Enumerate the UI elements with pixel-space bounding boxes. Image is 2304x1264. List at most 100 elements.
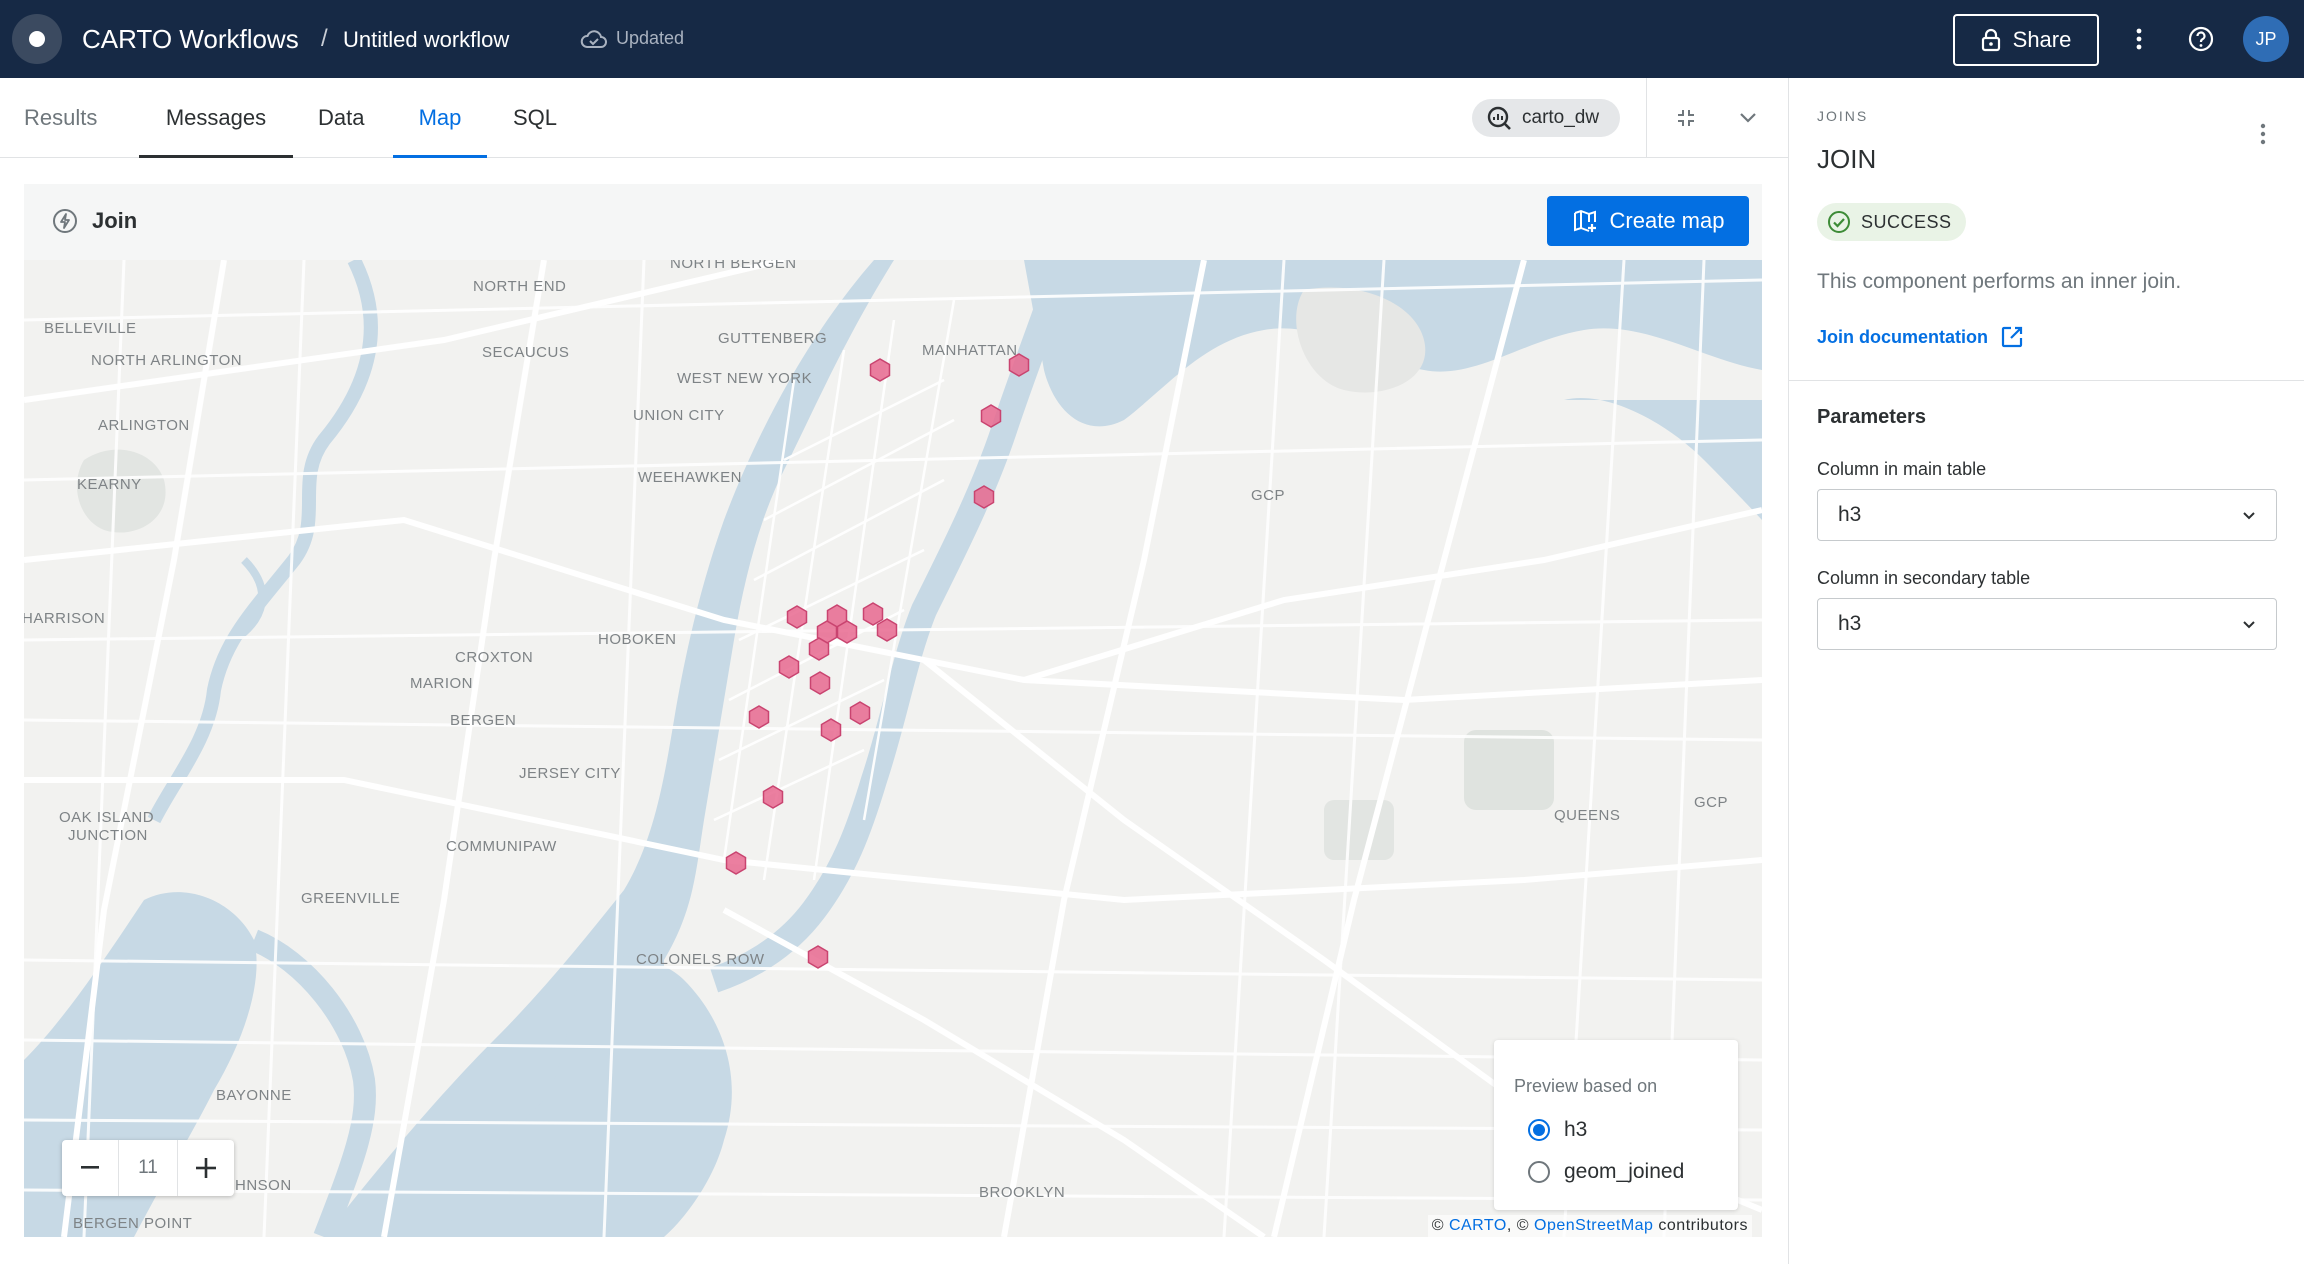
place-label: ARLINGTON: [98, 417, 190, 434]
legend-option-label: geom_joined: [1564, 1160, 1685, 1183]
h3-cell[interactable]: [1008, 353, 1030, 377]
radio-unselected-icon[interactable]: [1528, 1161, 1550, 1183]
place-label: HOBOKEN: [598, 631, 677, 648]
collapse-icon[interactable]: [1670, 102, 1702, 134]
component-description: This component performs an inner join.: [1817, 270, 2182, 293]
secondary-column-select[interactable]: h3: [1817, 598, 2277, 650]
lock-icon: [1981, 28, 2000, 52]
h3-layer: [725, 353, 1030, 969]
h3-cell[interactable]: [808, 637, 830, 661]
osm-link[interactable]: OpenStreetMap: [1534, 1217, 1654, 1234]
map-header: Join Create map: [24, 184, 1762, 260]
h3-cell[interactable]: [973, 485, 995, 509]
zoom-in-button[interactable]: [178, 1140, 234, 1196]
connection-icon: [1487, 106, 1511, 130]
place-label: NORTH ARLINGTON: [91, 352, 243, 369]
h3-cell[interactable]: [786, 605, 808, 629]
h3-cell[interactable]: [980, 404, 1002, 428]
h3-cell[interactable]: [876, 618, 898, 642]
h3-cell[interactable]: [816, 620, 838, 644]
tab-map[interactable]: Map: [393, 78, 487, 158]
place-label: BROOKLYN: [979, 1184, 1066, 1201]
h3-cell[interactable]: [869, 358, 891, 382]
component-panel: JOINS JOIN SUCCESS This component perfor…: [1788, 78, 2304, 1264]
map-title-label: Join: [92, 208, 138, 233]
legend-title: Preview based on: [1514, 1076, 1658, 1096]
zoom-level: 11: [118, 1140, 178, 1196]
legend-option-h3[interactable]: h3: [1528, 1118, 1587, 1142]
h3-cell[interactable]: [725, 851, 747, 875]
connection-name: carto_dw: [1522, 107, 1600, 128]
parameters-heading: Parameters: [1817, 406, 1926, 428]
place-label: WEEHAWKEN: [638, 469, 742, 486]
user-avatar[interactable]: JP: [2243, 16, 2289, 62]
workflow-name[interactable]: Untitled workflow: [343, 27, 510, 52]
check-circle-icon: [1828, 211, 1850, 233]
more-options-icon[interactable]: [2122, 22, 2156, 56]
more-options-icon[interactable]: [2247, 118, 2279, 150]
h3-cell[interactable]: [849, 701, 871, 725]
documentation-link[interactable]: Join documentation: [1817, 325, 2024, 349]
place-label: UNION CITY: [633, 407, 725, 424]
radio-selected-icon[interactable]: [1528, 1119, 1550, 1141]
breadcrumb-separator: /: [321, 25, 328, 52]
basemap: [24, 260, 1762, 1237]
main-column-label: Column in main table: [1817, 459, 1987, 479]
attribution-prefix: ©: [1431, 1217, 1444, 1234]
attribution-mid: , ©: [1506, 1217, 1530, 1234]
place-label: HARRISON: [24, 610, 106, 627]
attribution-suffix: contributors: [1658, 1217, 1748, 1234]
place-label: GUTTENBERG: [718, 330, 828, 347]
place-label: OAK ISLAND: [59, 809, 155, 826]
chevron-down-icon: [2243, 620, 2255, 628]
h3-cell[interactable]: [762, 785, 784, 809]
h3-cell[interactable]: [862, 602, 884, 626]
place-label: GREENVILLE: [301, 890, 401, 907]
tab-results[interactable]: Results: [24, 105, 98, 130]
place-label: GCP: [1251, 487, 1286, 504]
place-label: BERGEN POINT: [73, 1215, 193, 1232]
app-title[interactable]: CARTO Workflows: [82, 24, 299, 54]
place-label: SECAUCUS: [482, 344, 570, 361]
carto-logo[interactable]: [12, 14, 62, 64]
carto-link[interactable]: CARTO: [1448, 1217, 1507, 1234]
place-label: HNSON: [235, 1177, 292, 1194]
lightning-icon: [53, 209, 77, 233]
h3-cell[interactable]: [809, 671, 831, 695]
main-column-select[interactable]: h3: [1817, 489, 2277, 541]
connection-chip[interactable]: carto_dw: [1472, 99, 1620, 137]
place-label: JERSEY CITY: [519, 765, 621, 782]
place-label: JUNCTION: [68, 827, 148, 844]
secondary-column-value: h3: [1838, 612, 1862, 635]
h3-cell[interactable]: [836, 620, 858, 644]
place-label: MARION: [410, 675, 473, 692]
top-bar: CARTO Workflows / Untitled workflow Upda…: [0, 0, 2304, 78]
place-label: CROXTON: [455, 649, 534, 666]
map-add-icon: [1573, 209, 1596, 232]
tab-messages[interactable]: Messages: [139, 78, 293, 158]
create-map-label: Create map: [1609, 208, 1725, 233]
h3-cell[interactable]: [820, 718, 842, 742]
create-map-button[interactable]: Create map: [1547, 196, 1749, 246]
h3-cell[interactable]: [807, 945, 829, 969]
place-label: KEARNY: [77, 476, 142, 493]
map-canvas[interactable]: NORTH BERGEN NORTH END BELLEVILLE NORTH …: [24, 260, 1762, 1237]
place-label: MANHATTAN: [922, 342, 1018, 359]
chevron-down-icon[interactable]: [1732, 102, 1764, 134]
logo-dot-icon: [29, 31, 45, 47]
help-icon[interactable]: [2184, 22, 2218, 56]
h3-cell[interactable]: [778, 655, 800, 679]
tab-data[interactable]: Data: [318, 105, 365, 130]
place-label: BERGEN: [450, 712, 517, 729]
results-tab-bar: Results Messages Data Map SQL carto_dw: [0, 78, 1788, 158]
place-label: NORTH END: [473, 278, 567, 295]
map-title: Join: [52, 208, 137, 234]
h3-cell[interactable]: [748, 705, 770, 729]
share-button[interactable]: Share: [1953, 14, 2099, 66]
tab-sql[interactable]: SQL: [513, 105, 558, 130]
map-attribution: © CARTO, © OpenStreetMap contributors: [1427, 1215, 1752, 1237]
section-divider: [1789, 380, 2304, 381]
zoom-out-button[interactable]: [62, 1140, 118, 1196]
legend-option-label: h3: [1564, 1118, 1588, 1141]
legend-option-geom-joined[interactable]: geom_joined: [1528, 1160, 1684, 1184]
